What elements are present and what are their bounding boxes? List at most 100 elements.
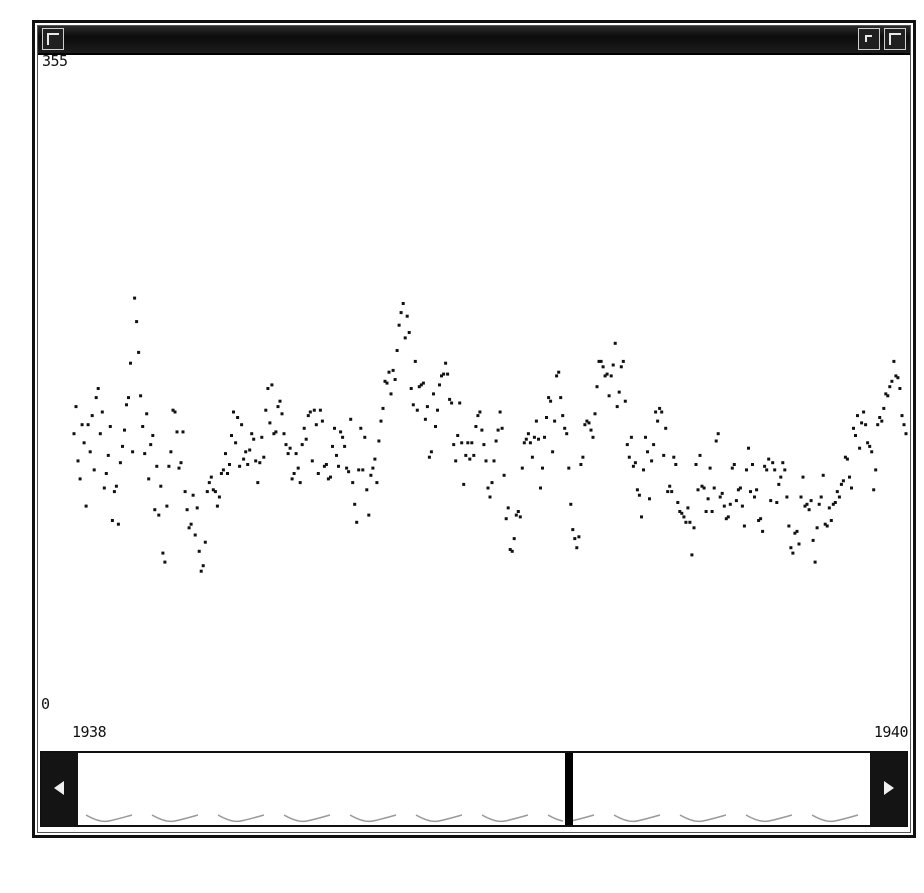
scroll-right-button[interactable] — [870, 753, 906, 825]
data-point — [530, 455, 534, 459]
data-point — [425, 405, 429, 409]
data-point — [625, 443, 629, 447]
window-menu-button[interactable] — [42, 28, 64, 50]
maximize-button[interactable] — [884, 28, 906, 50]
title-bar[interactable] — [38, 26, 910, 55]
data-point — [589, 428, 593, 432]
data-point — [577, 535, 581, 539]
data-point — [706, 497, 710, 501]
data-point — [633, 461, 637, 465]
data-point — [189, 522, 193, 526]
data-point — [805, 502, 809, 506]
data-point — [565, 432, 569, 436]
overview-trace — [151, 814, 199, 823]
data-point — [714, 439, 718, 443]
data-point — [654, 410, 658, 414]
data-point — [298, 481, 302, 485]
scroll-left-button[interactable] — [42, 753, 78, 825]
data-point — [232, 410, 235, 414]
data-point — [801, 475, 805, 479]
data-point — [528, 441, 532, 445]
data-point — [270, 383, 274, 387]
data-point — [904, 432, 908, 436]
data-point — [411, 403, 415, 407]
data-point — [680, 511, 684, 515]
data-point — [621, 359, 625, 363]
data-point — [631, 464, 635, 468]
data-point — [395, 349, 399, 352]
data-point — [866, 441, 870, 445]
data-point — [644, 435, 647, 439]
data-point — [383, 379, 387, 383]
data-point — [862, 410, 866, 414]
data-point — [387, 370, 391, 374]
data-point — [843, 455, 847, 459]
data-point — [753, 495, 756, 499]
data-point — [807, 508, 811, 512]
data-point — [215, 504, 219, 508]
data-point — [765, 468, 769, 472]
data-point — [106, 453, 110, 457]
data-point — [494, 439, 498, 443]
data-point — [502, 473, 506, 477]
overview-trace — [283, 814, 331, 823]
data-point — [167, 464, 171, 468]
data-point — [177, 466, 181, 470]
overview-trace — [745, 814, 793, 823]
data-point — [571, 528, 575, 532]
data-point — [329, 475, 332, 479]
data-point — [716, 432, 720, 436]
data-point — [864, 423, 868, 427]
overview-scrollbar[interactable] — [40, 751, 908, 827]
data-point — [740, 504, 744, 508]
data-point — [868, 444, 872, 448]
data-point — [747, 446, 750, 450]
data-point — [399, 311, 403, 315]
iconify-button[interactable] — [858, 28, 880, 50]
data-point — [761, 529, 765, 533]
data-point — [797, 542, 801, 546]
data-point — [454, 459, 458, 463]
data-point — [163, 560, 167, 564]
data-point — [131, 450, 135, 454]
data-point — [488, 495, 492, 499]
data-point — [224, 452, 227, 456]
data-point — [520, 466, 524, 470]
data-point — [664, 426, 668, 430]
data-point — [183, 490, 187, 494]
left-arrow-icon — [54, 781, 64, 795]
data-point — [151, 434, 155, 437]
data-point — [555, 374, 559, 378]
data-point — [456, 434, 460, 437]
window-menu-icon — [47, 33, 59, 45]
data-point — [367, 513, 371, 517]
data-point — [619, 365, 623, 369]
data-point — [682, 515, 686, 519]
data-point — [484, 459, 488, 463]
data-point — [537, 437, 540, 441]
data-point — [96, 387, 100, 390]
data-point — [260, 435, 264, 439]
data-point — [559, 396, 563, 400]
data-point — [549, 399, 553, 403]
data-point — [688, 520, 692, 524]
data-point — [781, 461, 785, 465]
scroll-thumb[interactable] — [563, 753, 573, 825]
data-point — [819, 495, 823, 499]
right-arrow-icon — [884, 781, 894, 795]
data-point — [171, 408, 175, 412]
data-point — [347, 470, 351, 474]
data-point — [623, 399, 627, 403]
data-point — [244, 450, 248, 454]
plot-area[interactable]: 355 0 1938 1940 — [38, 52, 910, 751]
data-point — [480, 428, 484, 432]
data-point — [831, 502, 835, 506]
data-point — [464, 453, 468, 457]
data-point — [848, 475, 851, 479]
data-point — [674, 463, 678, 466]
data-point — [82, 441, 86, 445]
data-point — [446, 372, 450, 376]
data-point — [201, 564, 205, 568]
data-point — [419, 383, 423, 387]
data-point — [884, 392, 888, 396]
